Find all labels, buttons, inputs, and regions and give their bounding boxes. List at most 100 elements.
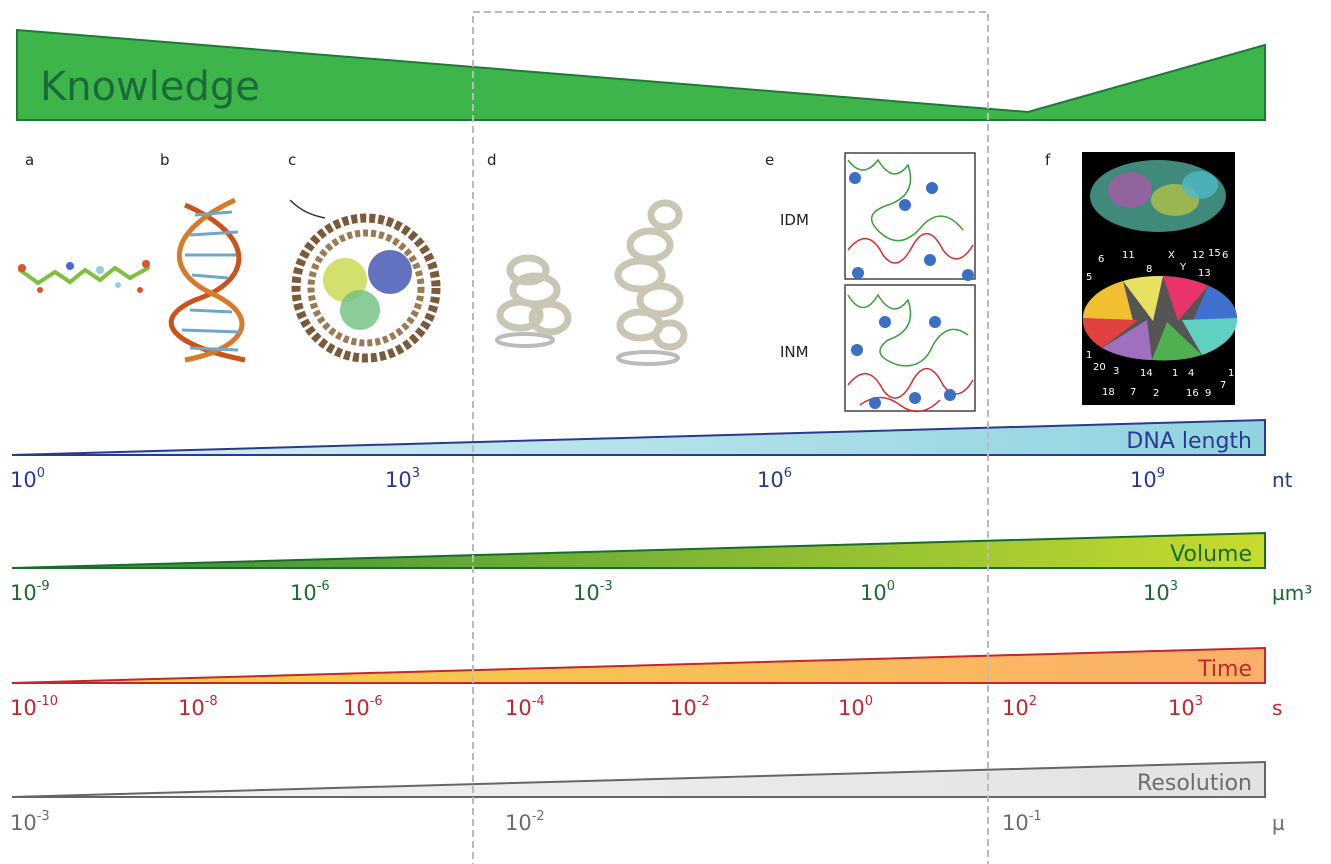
tick-exponent: 6 <box>784 466 792 481</box>
chromosome-label: 14 <box>1140 368 1153 379</box>
tick-exponent: -3 <box>37 809 50 824</box>
tick-base: 10 <box>1130 468 1157 492</box>
chromosome-label: 20 <box>1093 362 1106 373</box>
volume-wedge <box>11 531 1266 569</box>
tick-label: 100 <box>10 466 45 492</box>
tick-exponent: -3 <box>600 579 613 594</box>
knowledge-label: Knowledge <box>40 64 260 110</box>
chromosome-label: 1 <box>1172 368 1178 379</box>
tick-exponent: 2 <box>1029 694 1037 709</box>
tick-label: 10-3 <box>10 809 50 835</box>
tick-label: 109 <box>1130 466 1165 492</box>
tick-exponent: -2 <box>532 809 545 824</box>
tick-base: 10 <box>10 468 37 492</box>
panel-letter: e <box>765 151 774 169</box>
tick-base: 10 <box>10 696 37 720</box>
tick-label: 103 <box>1143 579 1178 605</box>
panel-a-image <box>18 260 150 293</box>
chromosome-label: 13 <box>1198 268 1211 279</box>
focus-region <box>472 11 989 864</box>
chromosome-label: 7 <box>1220 380 1226 391</box>
tick-exponent: 0 <box>37 466 45 481</box>
knowledge-banner <box>16 28 1266 121</box>
scale-unit: µm³ <box>1272 581 1312 605</box>
panel-f-image <box>1082 152 1238 405</box>
scale-label: DNA length <box>1126 429 1252 454</box>
scale-label: Resolution <box>1137 771 1252 796</box>
chromosome-label: 1 <box>1086 350 1092 361</box>
panel-d-image <box>495 199 688 366</box>
chromosome-label: 19 <box>1228 368 1241 379</box>
chromosome-label: 7 <box>1130 387 1136 398</box>
chromosome-label: 18 <box>1102 387 1115 398</box>
tick-label: 100 <box>838 694 873 720</box>
tick-label: 10-2 <box>505 809 545 835</box>
panel-c-image <box>289 199 441 363</box>
tick-exponent: -2 <box>697 694 710 709</box>
chromosome-label: X <box>1168 250 1175 261</box>
chromosome-label: 4 <box>1188 368 1194 379</box>
scale-unit: nt <box>1272 468 1293 492</box>
tick-label: 103 <box>1168 694 1203 720</box>
tick-base: 10 <box>290 581 317 605</box>
chromosome-label: 16 <box>1186 388 1199 399</box>
chromosome-label: 12 <box>1192 250 1205 261</box>
tick-label: 102 <box>1002 694 1037 720</box>
tick-base: 10 <box>343 696 370 720</box>
tick-base: 10 <box>1143 581 1170 605</box>
tick-base: 10 <box>670 696 697 720</box>
tick-base: 10 <box>1168 696 1195 720</box>
chromosome-label: 10 <box>1234 252 1247 263</box>
tick-base: 10 <box>178 696 205 720</box>
tick-label: 10-8 <box>178 694 218 720</box>
tick-exponent: -6 <box>370 694 383 709</box>
chromosome-label: 12 <box>1245 264 1258 275</box>
tick-label: 10-3 <box>573 579 613 605</box>
tick-exponent: 9 <box>1157 466 1165 481</box>
chromosome-label: 15 <box>1208 248 1221 259</box>
chromosome-label: 6 <box>1222 250 1228 261</box>
tick-exponent: 3 <box>1195 694 1203 709</box>
chromosome-label: 9 <box>1205 388 1211 399</box>
tick-exponent: -1 <box>1029 809 1042 824</box>
tick-label: 10-4 <box>505 694 545 720</box>
chromosome-label: 11 <box>1122 250 1135 261</box>
tick-base: 10 <box>10 811 37 835</box>
panel-letter: c <box>288 151 296 169</box>
panel-letter: d <box>487 151 497 169</box>
scale-label: Time <box>1197 657 1252 682</box>
panel-letter: b <box>160 151 170 169</box>
time-wedge <box>11 646 1266 684</box>
scale-label: Volume <box>1170 542 1252 567</box>
tick-base: 10 <box>505 696 532 720</box>
scale-unit: µ <box>1272 811 1285 835</box>
model-label: IDM <box>780 211 809 229</box>
chromosome-label: 2 <box>1153 388 1159 399</box>
tick-label: 100 <box>860 579 895 605</box>
tick-base: 10 <box>505 811 532 835</box>
chromosome-label: Y <box>1179 262 1187 273</box>
chromosome-label: 18 <box>1248 380 1261 391</box>
tick-label: 103 <box>385 466 420 492</box>
panel-letter: a <box>25 151 34 169</box>
tick-base: 10 <box>757 468 784 492</box>
tick-exponent: 3 <box>1170 579 1178 594</box>
tick-base: 10 <box>10 581 37 605</box>
tick-label: 10-6 <box>290 579 330 605</box>
tick-base: 10 <box>838 696 865 720</box>
tick-base: 10 <box>385 468 412 492</box>
model-label: INM <box>780 343 809 361</box>
panel-letter: f <box>1045 151 1051 169</box>
chromosome-label: 6 <box>1098 254 1104 265</box>
tick-exponent: -6 <box>317 579 330 594</box>
chromosome-label: 5 <box>1086 272 1092 283</box>
tick-base: 10 <box>1002 696 1029 720</box>
chromosome-label: 8 <box>1146 264 1152 275</box>
tick-label: 106 <box>757 466 792 492</box>
chromosome-label: 17 <box>1247 294 1260 305</box>
tick-label: 10-10 <box>10 694 58 720</box>
